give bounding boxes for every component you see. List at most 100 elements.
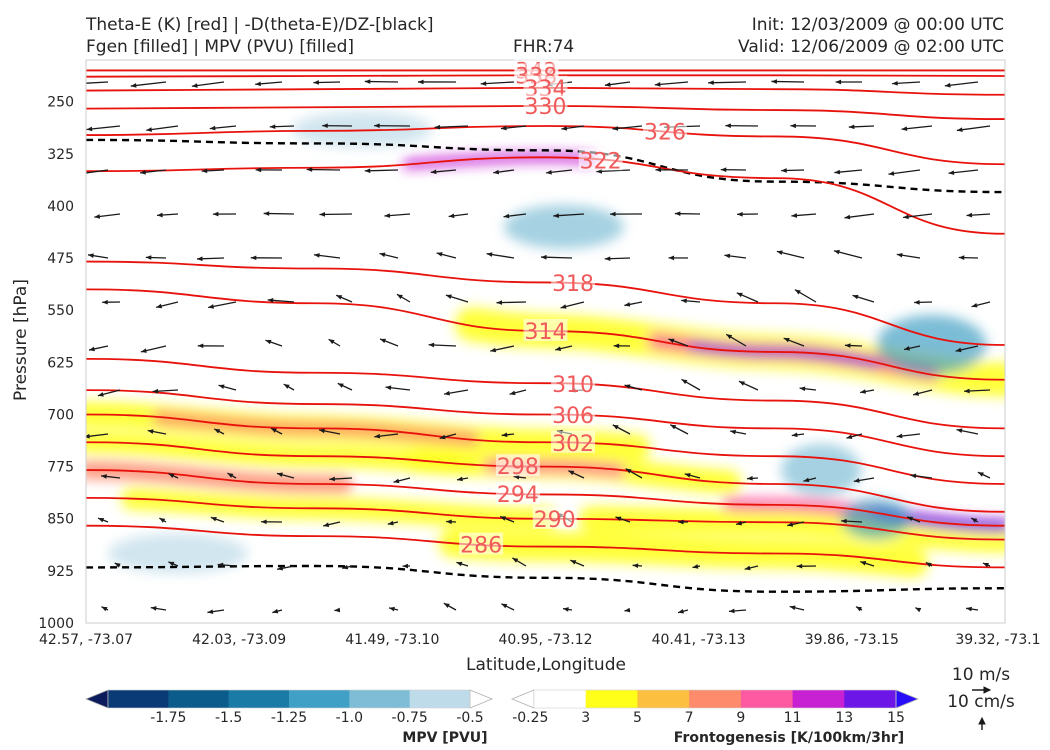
wind-vector <box>914 300 933 305</box>
wind-vector <box>615 516 631 523</box>
wind-vector <box>486 252 515 259</box>
wind-vector <box>725 333 747 347</box>
wind-vector <box>509 389 527 396</box>
wind-vector <box>503 213 527 219</box>
wind-vector <box>789 605 805 611</box>
theta-e-label-bg <box>495 481 540 504</box>
wind-vector <box>560 301 585 309</box>
wind-vector <box>841 518 863 524</box>
colorbar-tick-label: -1.5 <box>215 710 242 726</box>
wind-vector <box>955 345 979 353</box>
wind-vector <box>835 79 863 85</box>
wind-vector <box>855 606 863 612</box>
colorbar-tick-label: -0.75 <box>392 710 428 726</box>
theta-e-label-bg <box>551 371 596 394</box>
wind-vector <box>787 521 805 527</box>
theta-e-contour <box>86 260 1005 346</box>
theta-e-label: 314 <box>525 320 567 345</box>
wind-vector <box>101 606 109 612</box>
wind-vector <box>902 213 933 220</box>
wind-vector <box>428 342 457 348</box>
mpv-colorbar: -1.75 -1.5 -1.25 -1.0 -0.75 -0.5 -0.25 <box>84 689 548 726</box>
mpv-region <box>876 314 987 375</box>
colorbar-tick-label: -1.75 <box>150 710 186 726</box>
theta-e-contour <box>86 156 1005 235</box>
y-tick-label: 550 <box>47 303 74 319</box>
wind-vector <box>102 299 121 305</box>
wind-vector <box>212 211 237 217</box>
wind-vector <box>402 563 411 569</box>
y-tick-label: 250 <box>47 95 74 111</box>
wind-vector <box>604 81 631 87</box>
wind-vector <box>790 123 817 129</box>
wind-vector <box>196 256 225 262</box>
wind-vector <box>197 343 225 349</box>
colorbar-extend-high <box>469 689 494 709</box>
wind-vector <box>724 253 747 259</box>
wind-vector <box>207 609 225 614</box>
wind-vector <box>439 433 457 440</box>
wind-vector <box>255 81 283 87</box>
wind-vector <box>436 252 457 259</box>
y-tick-label: 325 <box>47 147 74 163</box>
y-tick-label: 625 <box>47 355 74 371</box>
wind-vector <box>613 343 631 349</box>
mpv-region <box>107 533 248 574</box>
wind-vector <box>553 213 585 218</box>
theta-e-label-bg <box>523 93 568 116</box>
wind-vector <box>374 433 399 439</box>
theta-e-label: 286 <box>460 534 502 559</box>
colorbar-segment <box>844 690 897 708</box>
wind-vector <box>329 476 353 482</box>
wind-vector <box>159 517 167 523</box>
colorbar-segment <box>349 690 411 708</box>
colorbar-segment <box>792 690 845 708</box>
wind-vector <box>130 81 167 88</box>
wind-vector <box>250 255 283 261</box>
wind-vector <box>834 169 863 175</box>
wind-vector <box>738 380 759 391</box>
theta-e-contour <box>86 125 1005 166</box>
wind-vector <box>888 169 921 176</box>
wind-vector <box>388 606 399 612</box>
wind-vector <box>145 255 167 260</box>
wind-vector <box>445 294 469 303</box>
colorbar-tick-label: 11 <box>784 710 802 726</box>
theta-e-contour <box>86 413 1005 485</box>
theta-e-label-bg <box>523 319 568 342</box>
wind-vector <box>323 521 341 527</box>
wind-vector <box>925 561 933 568</box>
wind-vector <box>677 519 689 525</box>
wind-vector <box>227 472 237 479</box>
wind-vector <box>255 167 283 173</box>
wind-vector <box>744 565 759 571</box>
wind-vector <box>668 255 689 261</box>
wind-vector <box>201 168 225 174</box>
colorbar-tick-label: 15 <box>887 710 905 726</box>
wind-vector <box>269 124 295 130</box>
wind-vector <box>910 473 933 479</box>
y-axis-ticks: 250 325 400 475 550 625 700 775 850 925 1000 <box>38 95 74 632</box>
wind-vector <box>624 384 643 391</box>
wind-vector <box>958 255 979 260</box>
wind-vector <box>668 338 689 347</box>
wind-vector <box>948 169 979 175</box>
mpv-region <box>503 204 624 249</box>
wind-vector <box>896 433 921 439</box>
x-axis-ticks: 42.57, -73.07 42.03, -73.09 41.49, -73.10 4… <box>39 632 1041 648</box>
wind-vector <box>568 470 585 479</box>
wind-vector <box>803 477 817 483</box>
wind-vector <box>783 337 805 347</box>
colorbar-segment <box>289 690 350 708</box>
wind-vector <box>725 123 759 128</box>
wind-vector <box>674 211 701 216</box>
wind-vector <box>903 345 921 351</box>
wind-vector <box>859 389 875 394</box>
wind-vector <box>846 433 863 440</box>
y-tick-label: 475 <box>47 251 74 267</box>
wind-vector <box>86 81 109 84</box>
wind-vector <box>217 562 237 568</box>
x-tick-label: 40.41, -73.13 <box>652 632 746 648</box>
wind-vector <box>964 388 991 394</box>
